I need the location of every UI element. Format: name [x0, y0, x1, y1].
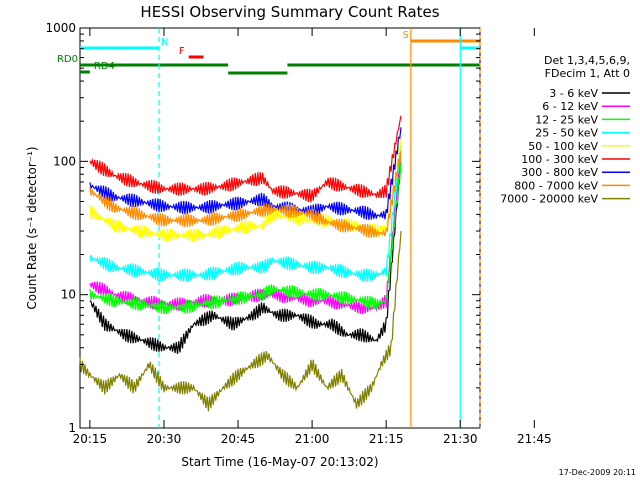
- x-tick-label: 20:45: [221, 432, 256, 446]
- series-line: [89, 150, 402, 315]
- series-line: [89, 127, 402, 220]
- flag-label: N: [161, 37, 168, 48]
- flag-label: RD0: [57, 54, 78, 65]
- legend-entry-label: 12 - 25 keV: [535, 113, 598, 126]
- flag-label: S: [403, 30, 409, 41]
- y-tick-label: 100: [53, 154, 76, 168]
- flag-label: RD4: [94, 61, 115, 72]
- observing-flags: N S F RD0 RD4: [57, 30, 480, 75]
- series-line: [89, 161, 402, 315]
- legend-entry-label: 6 - 12 keV: [542, 100, 598, 113]
- series-line: [79, 231, 402, 412]
- x-axis-label: Start Time (16-May-07 20:13:02): [181, 455, 378, 469]
- legend-header: FDecim 1, Att 0: [545, 67, 630, 80]
- flag-vertical-lines: [158, 28, 481, 428]
- count-rate-series: [79, 115, 402, 412]
- y-axis-label: Count Rate (s⁻¹ detector⁻¹): [25, 146, 39, 309]
- x-tick-label: 21:45: [517, 432, 552, 446]
- series-line: [89, 150, 402, 238]
- series-line: [89, 115, 402, 203]
- series-line: [89, 161, 402, 354]
- legend: Det 1,3,4,5,6,9,FDecim 1, Att 0 3 - 6 keV…: [500, 54, 630, 206]
- render-date: 17-Dec-2009 20:11: [559, 468, 636, 477]
- legend-entry-label: 300 - 800 keV: [521, 166, 598, 179]
- y-axis: 1 10 100 1000: [45, 21, 480, 435]
- x-axis: 20:15 20:30 20:45 21:00 21:15 21:30 21:45: [73, 28, 552, 446]
- x-tick-label: 21:30: [443, 432, 478, 446]
- chart-title: HESSI Observing Summary Count Rates: [140, 3, 439, 21]
- flag-label: F: [179, 46, 185, 57]
- x-tick-label: 20:30: [147, 432, 182, 446]
- y-tick-label: 1: [68, 421, 76, 435]
- legend-entry-label: 7000 - 20000 keV: [500, 193, 598, 206]
- legend-entry-label: 50 - 100 keV: [528, 140, 598, 153]
- legend-entry-label: 100 - 300 keV: [521, 153, 598, 166]
- y-tick-label: 1000: [45, 21, 76, 35]
- legend-header: Det 1,3,4,5,6,9,: [544, 54, 630, 67]
- series-line: [89, 137, 402, 242]
- legend-entry-label: 800 - 7000 keV: [514, 179, 598, 192]
- y-tick-label: 10: [61, 288, 76, 302]
- series-line: [89, 145, 402, 282]
- x-tick-label: 20:15: [73, 432, 108, 446]
- legend-entry-label: 3 - 6 keV: [549, 87, 598, 100]
- x-tick-label: 21:00: [295, 432, 330, 446]
- x-tick-label: 21:15: [369, 432, 404, 446]
- legend-entry-label: 25 - 50 keV: [535, 127, 598, 140]
